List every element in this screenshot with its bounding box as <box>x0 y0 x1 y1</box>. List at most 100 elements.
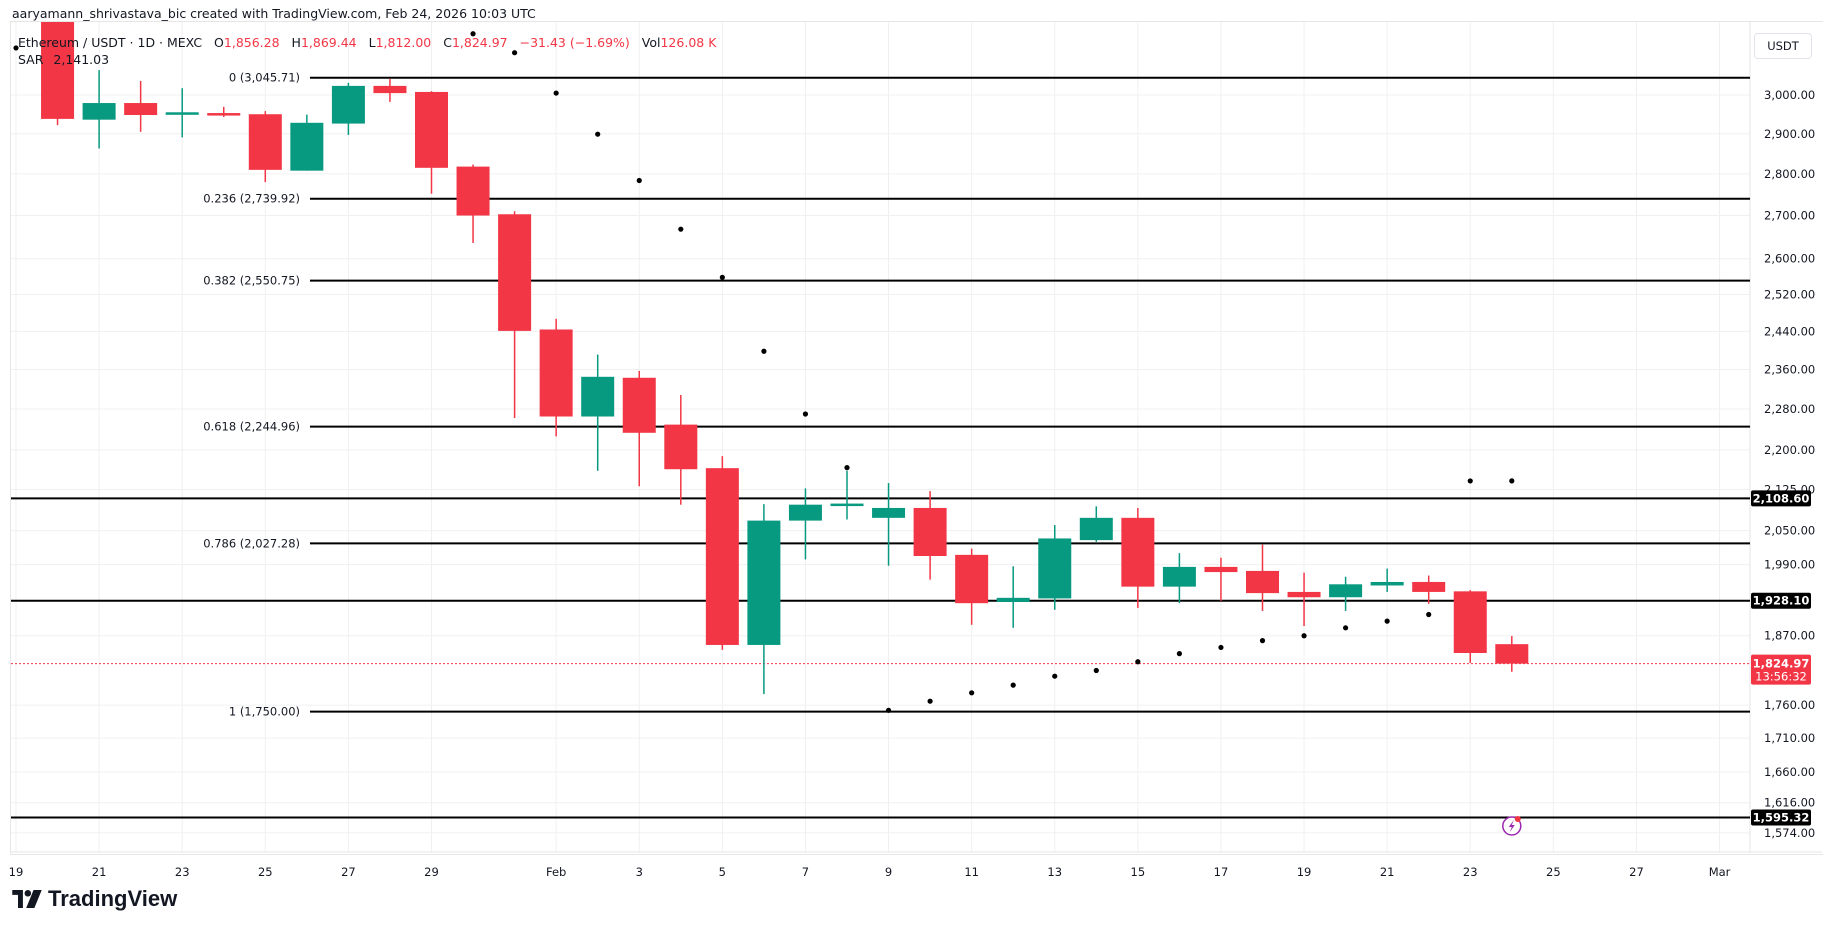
sar-dot <box>1259 638 1266 644</box>
change-value: −31.43 (−1.69%) <box>519 35 630 50</box>
sar-dot <box>678 226 684 232</box>
sar-dot <box>1218 644 1224 651</box>
candle-body[interactable] <box>747 520 781 645</box>
candle-body[interactable] <box>788 504 822 521</box>
time-axis-label: 15 <box>1131 865 1146 879</box>
candle-body[interactable] <box>1412 581 1446 592</box>
symbol-legend: Ethereum / USDT · 1D · MEXC O1,856.28 H1… <box>18 35 716 50</box>
candle-body[interactable] <box>82 103 116 120</box>
price-axis-label: 1,990.00 <box>1764 558 1815 572</box>
fib-level-label: 1 (1,750.00) <box>229 705 300 719</box>
symbol-name[interactable]: Ethereum / USDT · 1D · MEXC <box>18 35 203 50</box>
sar-dot <box>1010 682 1016 688</box>
time-axis-label: 13 <box>1047 865 1062 879</box>
low-label: L <box>368 35 376 50</box>
candle-body[interactable] <box>872 507 906 518</box>
volume-value: 126.08 K <box>660 35 717 50</box>
time-axis-label: 21 <box>92 865 107 879</box>
event-notification-dot <box>1514 816 1521 822</box>
candle-body[interactable] <box>290 122 324 171</box>
price-axis-label: 1,616.00 <box>1764 796 1815 810</box>
brand-name: TradingView <box>48 886 178 911</box>
fib-level-label: 0.786 (2,027.28) <box>203 536 300 550</box>
price-axis-label: 2,200.00 <box>1764 443 1815 457</box>
time-axis-label: 25 <box>258 865 273 879</box>
open-label: O <box>214 35 224 50</box>
candle-body[interactable] <box>415 91 448 168</box>
time-axis-label: 25 <box>1546 865 1561 879</box>
sar-dot <box>511 50 518 56</box>
candle-body[interactable] <box>456 166 490 216</box>
fib-level-label: 0 (3,045.71) <box>229 71 300 85</box>
time-axis-label: 7 <box>802 865 809 879</box>
price-line-tag-label: 1,595.32 <box>1753 810 1810 824</box>
candle-body[interactable] <box>1329 584 1363 598</box>
time-axis-label: 23 <box>1463 865 1478 879</box>
price-axis-label: 1,870.00 <box>1764 629 1815 643</box>
candle-body[interactable] <box>1162 566 1196 587</box>
price-axis-label: 2,900.00 <box>1764 127 1815 141</box>
candle-body[interactable] <box>664 424 698 470</box>
candle-body[interactable] <box>1204 566 1238 573</box>
candle-body[interactable] <box>41 21 75 119</box>
candle-body[interactable] <box>955 554 989 604</box>
sar-dot <box>885 707 892 713</box>
candle-body[interactable] <box>913 507 947 556</box>
candle-body[interactable] <box>331 85 365 124</box>
sar-dot <box>802 411 809 417</box>
sar-dot <box>1301 633 1307 639</box>
candle-body[interactable] <box>124 103 158 116</box>
time-axis-label: 21 <box>1380 865 1395 879</box>
candle-body[interactable] <box>830 503 864 507</box>
candle-body[interactable] <box>1287 591 1321 598</box>
sar-value: 2,141.03 <box>53 52 110 67</box>
candle-body[interactable] <box>207 113 241 116</box>
fib-level-label: 0.236 (2,739.92) <box>203 192 300 206</box>
sar-dot <box>719 274 725 280</box>
sar-dot <box>1467 478 1473 484</box>
time-axis-label: 27 <box>1629 865 1644 879</box>
high-value: 1,869.44 <box>300 35 357 50</box>
candle-body[interactable] <box>539 329 573 417</box>
candle-body[interactable] <box>996 597 1030 602</box>
close-label: C <box>443 35 452 50</box>
candle-body[interactable] <box>1121 517 1155 587</box>
time-axis-label: 9 <box>885 865 892 879</box>
sar-dot <box>595 131 601 137</box>
candle-body[interactable] <box>373 85 407 94</box>
candle-body[interactable] <box>1079 517 1113 541</box>
candle-body[interactable] <box>705 468 739 645</box>
price-axis-label: 1,710.00 <box>1764 731 1815 745</box>
time-axis-label: Feb <box>546 865 566 879</box>
sar-dot <box>636 177 642 184</box>
candle-body[interactable] <box>1370 581 1404 586</box>
chart-credit: aaryamann_shrivastava_bic created with T… <box>12 6 536 21</box>
candle-body[interactable] <box>1495 644 1529 664</box>
open-value: 1,856.28 <box>223 35 280 50</box>
time-axis-label: 11 <box>964 865 979 879</box>
price-line-tag-label: 1,928.10 <box>1753 594 1810 608</box>
time-axis-label: 5 <box>719 865 726 879</box>
time-axis-label: 29 <box>424 865 439 879</box>
price-axis-label: 2,280.00 <box>1764 402 1815 416</box>
candle-body[interactable] <box>165 112 199 115</box>
sar-dot <box>1135 659 1141 665</box>
close-value: 1,824.97 <box>451 35 508 50</box>
candle-body[interactable] <box>248 114 282 170</box>
candle-body[interactable] <box>1038 538 1072 599</box>
candle-body[interactable] <box>1453 591 1487 653</box>
candle-body[interactable] <box>1246 570 1279 594</box>
tradingview-logo[interactable]: TradingView <box>12 886 177 912</box>
currency-button[interactable]: USDT <box>1754 33 1812 59</box>
candle-body[interactable] <box>622 377 656 433</box>
price-axis-label: 2,520.00 <box>1764 287 1815 301</box>
sar-label: SAR <box>18 52 44 67</box>
sar-legend[interactable]: SAR 2,141.03 <box>18 52 109 67</box>
candle-body[interactable] <box>498 214 532 331</box>
price-line-tag <box>1751 809 1811 826</box>
price-axis-label: 2,700.00 <box>1764 209 1815 223</box>
candle-body[interactable] <box>581 376 615 417</box>
price-axis-label: 2,800.00 <box>1764 167 1815 181</box>
sar-dot <box>927 698 933 704</box>
